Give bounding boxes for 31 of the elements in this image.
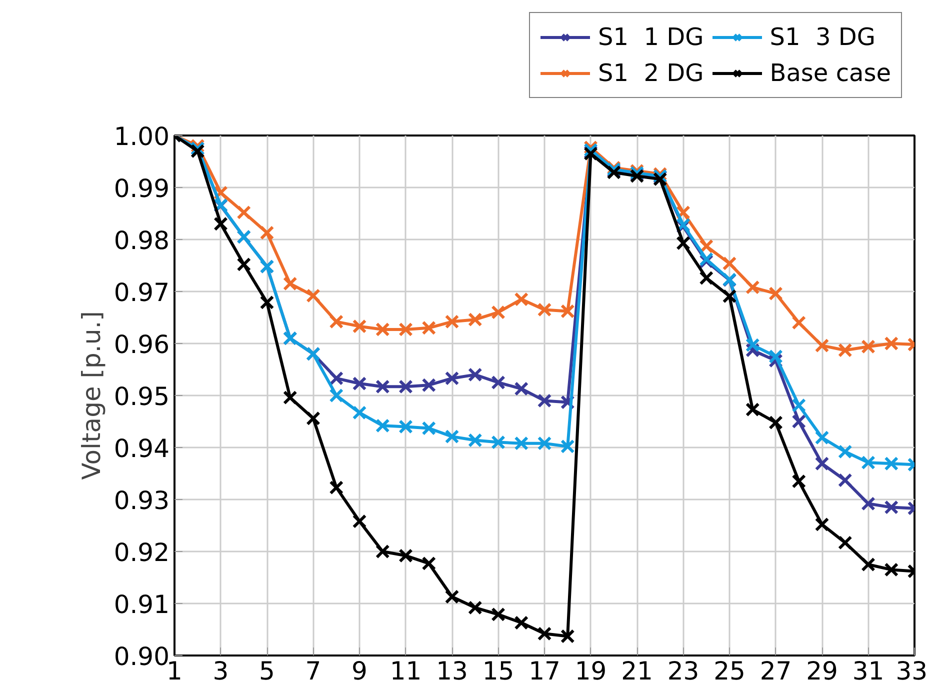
x-tick-label: 25 xyxy=(714,656,746,686)
y-tick-label: 0.92 xyxy=(114,538,170,567)
x-tick-label: 27 xyxy=(760,656,792,686)
x-tick-label: 7 xyxy=(305,656,322,686)
x-tick-label: 5 xyxy=(259,656,275,686)
x-tick-label: 21 xyxy=(621,656,653,686)
x-tick-label: 15 xyxy=(482,656,514,686)
x-tick-label: 19 xyxy=(574,656,607,686)
y-tick-label: 0.91 xyxy=(114,590,170,619)
x-tick-label: 3 xyxy=(212,656,229,686)
y-tick-label: 0.97 xyxy=(114,278,170,307)
legend-label: Base case xyxy=(770,59,891,87)
x-tick-label: 23 xyxy=(667,656,700,686)
x-tick-label: 9 xyxy=(352,656,368,686)
y-axis-title: Voltage [p.u.] xyxy=(76,311,106,480)
y-tick-label: 0.96 xyxy=(114,330,170,359)
y-tick-label: 0.94 xyxy=(114,434,170,463)
x-tick-label: 13 xyxy=(436,656,468,686)
x-tick-label: 17 xyxy=(528,656,560,686)
y-tick-label: 1.00 xyxy=(114,122,170,151)
x-tick-label: 33 xyxy=(896,656,927,686)
y-tick-label: 0.99 xyxy=(114,174,170,203)
y-tick-label: 0.95 xyxy=(114,382,170,411)
legend-label: S1 3 DG xyxy=(770,23,876,51)
y-tick-label: 0.98 xyxy=(114,226,170,255)
x-tick-label: 29 xyxy=(806,656,838,686)
legend-label: S1 1 DG xyxy=(598,23,704,51)
legend-label: S1 2 DG xyxy=(598,59,704,87)
x-tick-label: 31 xyxy=(852,656,884,686)
y-tick-label: 0.93 xyxy=(114,486,170,515)
x-tick-label: 11 xyxy=(390,656,422,686)
